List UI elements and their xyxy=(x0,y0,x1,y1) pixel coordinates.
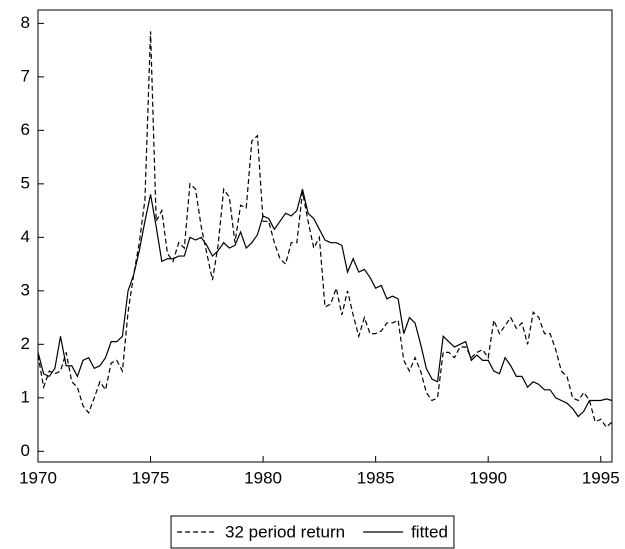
plot-frame xyxy=(37,9,613,463)
line-series xyxy=(37,31,613,429)
x-tick-label: 1980 xyxy=(244,468,282,487)
y-tick-label: 8 xyxy=(21,13,30,32)
x-tick-label: 1995 xyxy=(582,468,620,487)
x-tick-label: 1990 xyxy=(469,468,507,487)
y-tick-label: 1 xyxy=(21,387,30,406)
legend-box xyxy=(170,515,455,549)
y-tick-label: 3 xyxy=(21,280,30,299)
x-tick-label: 1970 xyxy=(19,468,57,487)
y-tick-label: 2 xyxy=(21,334,30,353)
x-tick-label: 1975 xyxy=(132,468,170,487)
x-tick-label: 1985 xyxy=(357,468,395,487)
y-tick-label: 4 xyxy=(21,227,30,246)
y-tick-label: 7 xyxy=(21,66,30,85)
legend-label: 32 period return xyxy=(225,522,345,541)
y-tick-label: 5 xyxy=(21,173,30,192)
y-tick-label: 0 xyxy=(21,441,30,460)
y-tick-label: 6 xyxy=(21,120,30,139)
legend-label: fitted xyxy=(411,522,448,541)
line-series xyxy=(37,189,613,418)
